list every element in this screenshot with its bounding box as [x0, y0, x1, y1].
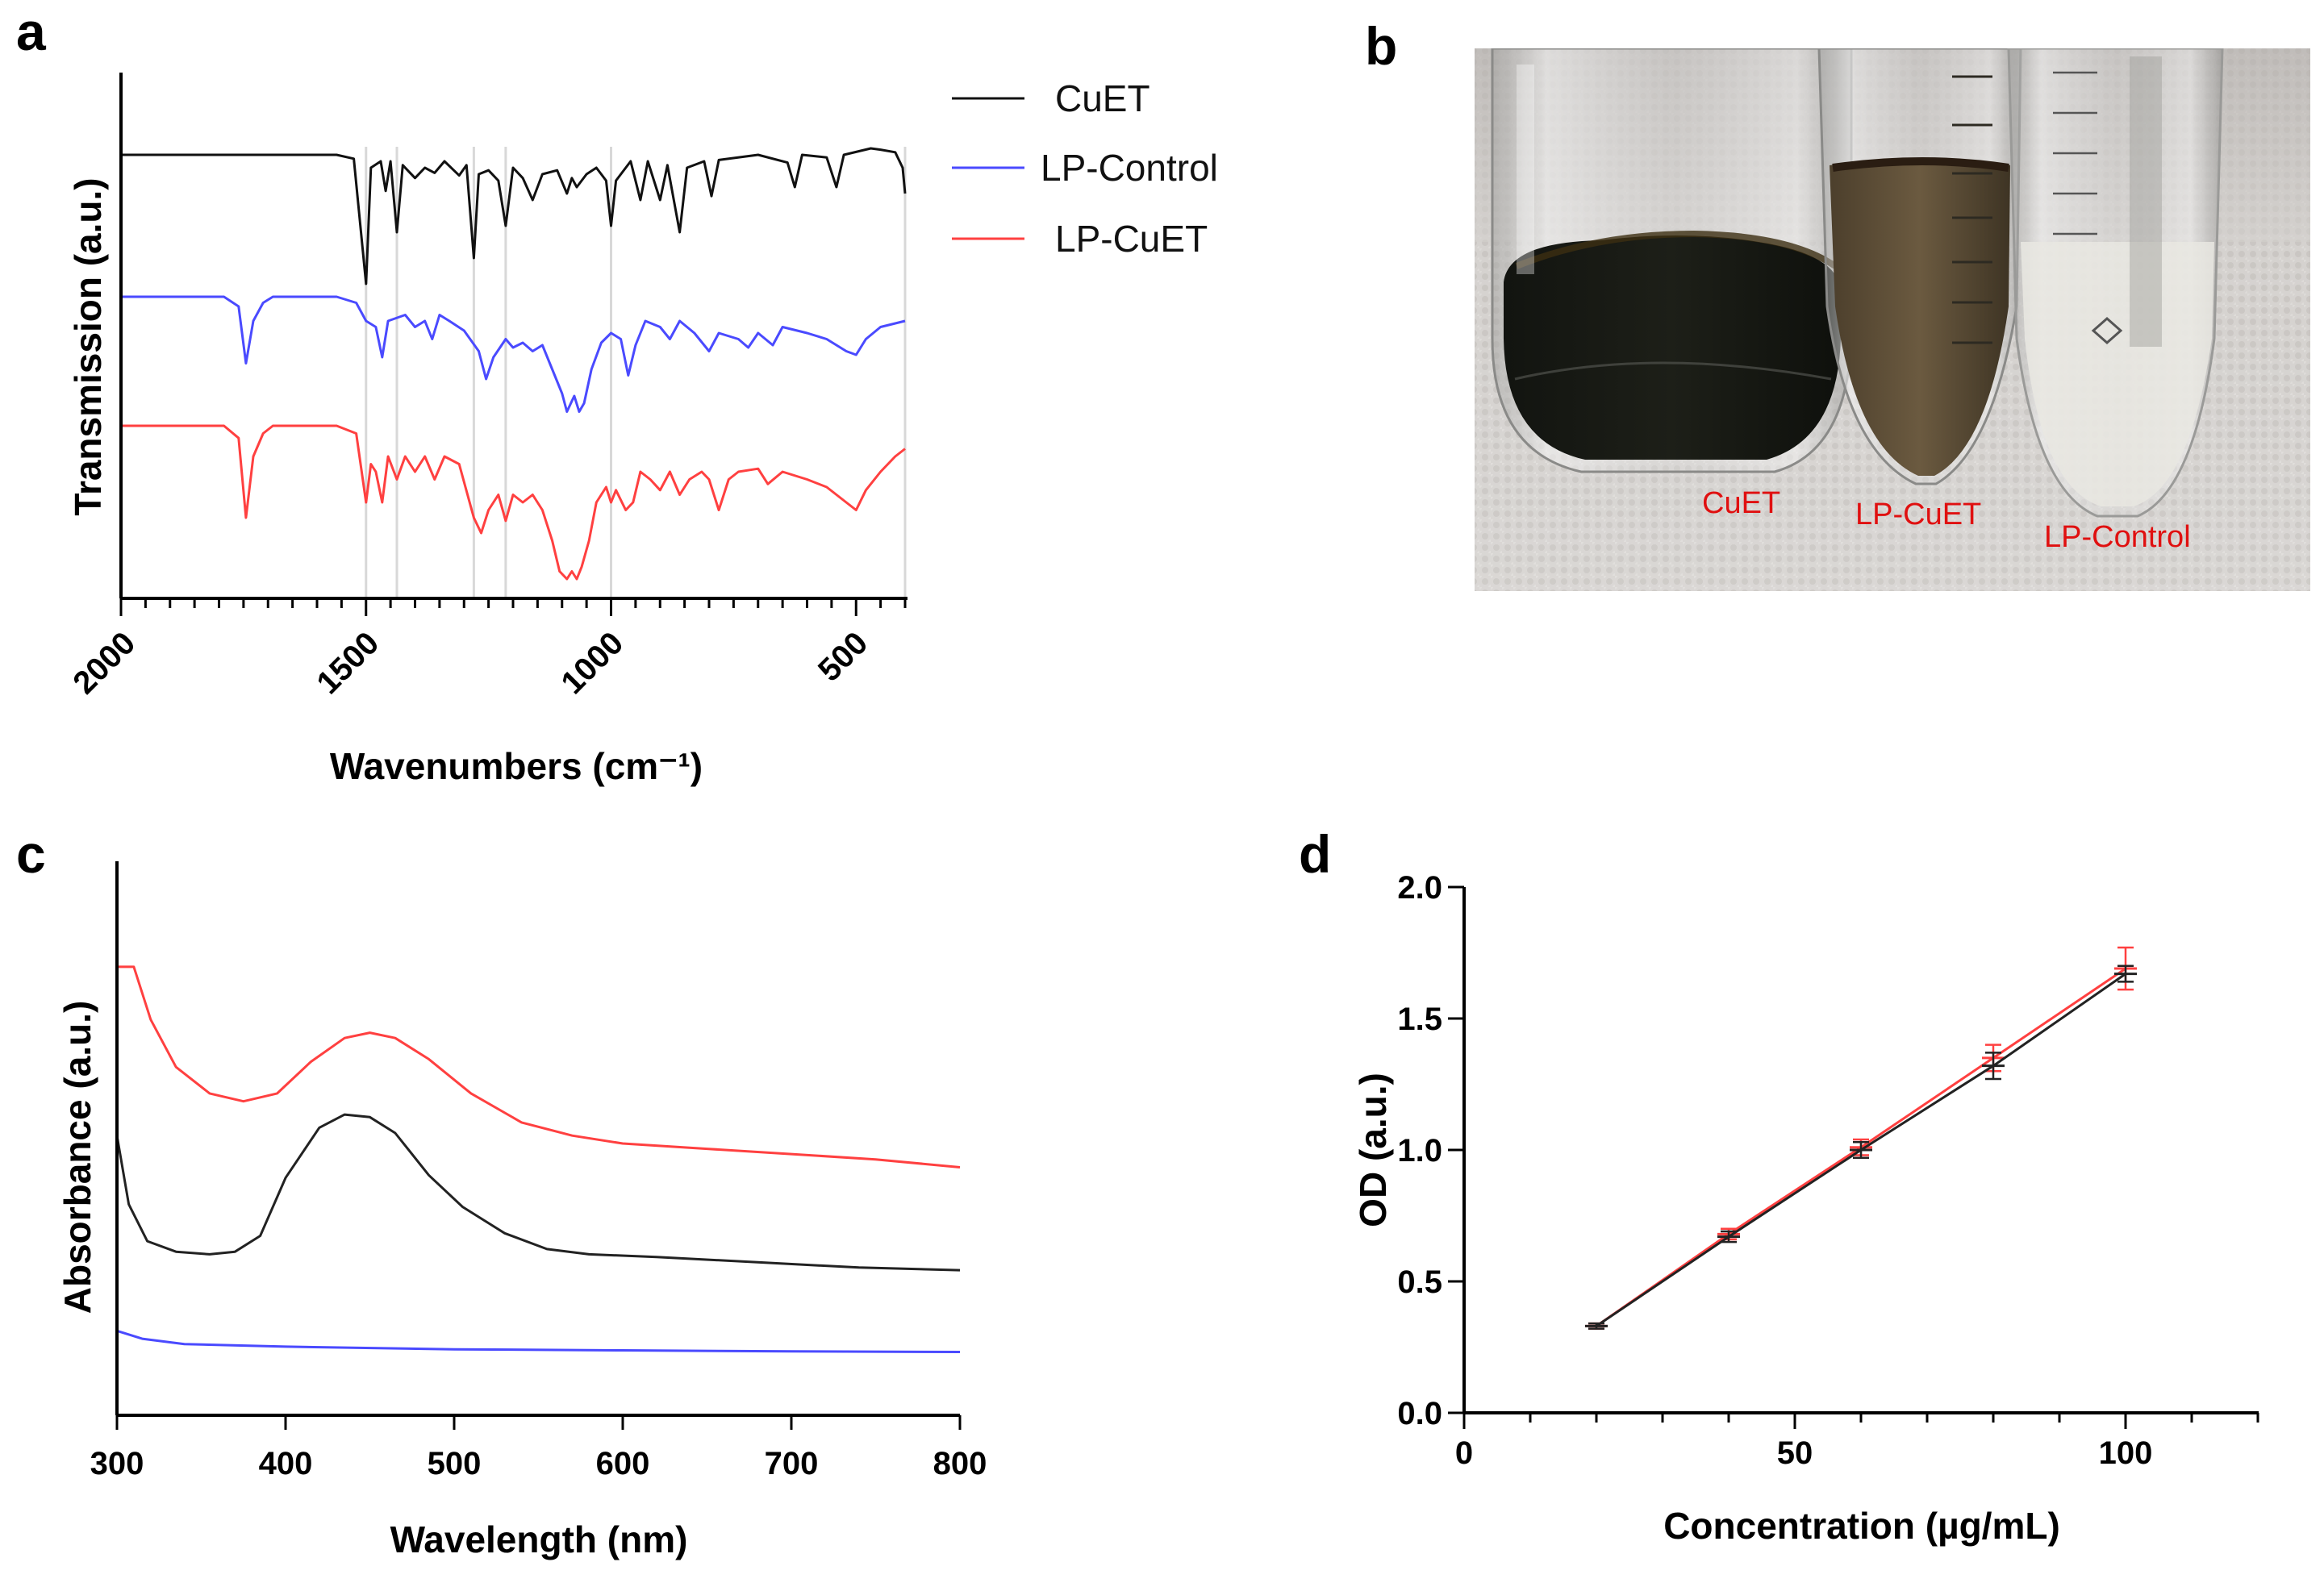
- legend-label-lp-cuet: LP-CuET: [1055, 218, 1208, 260]
- legend-label-lp-control: LP-Control: [1041, 147, 1218, 189]
- c-series-line-lp-control: [116, 1329, 961, 1353]
- c-tick-label-600: 600: [596, 1446, 650, 1481]
- a-series-line-lp-control: [121, 295, 906, 413]
- c-series-group: [115, 965, 961, 1353]
- a-tick-label-2000: 2000: [66, 625, 142, 701]
- a-tick-label-1500: 1500: [310, 625, 386, 701]
- a-tick-label-500: 500: [812, 625, 874, 688]
- d-y-tick-label-1.0: 1.0: [1397, 1133, 1442, 1169]
- panel-letter-b: b: [1365, 16, 1397, 76]
- legend-label-cuet: CuET: [1055, 77, 1150, 119]
- panel-d-calibration-chart: 0.0 0.5 1.0 1.5 2.0 0 50 100 Concentrati…: [1352, 870, 2259, 1547]
- c-tick-label-500: 500: [428, 1446, 482, 1481]
- a-tick-label-1000: 1000: [554, 625, 630, 701]
- panel-c-uvvis-chart: 300 400 500 600 700 800 Wavelength (nm) …: [56, 861, 987, 1560]
- photo-label-cuet: CuET: [1702, 486, 1780, 520]
- d-y-tick-label-2.0: 2.0: [1397, 870, 1442, 906]
- photo-label-lp-cuet: LP-CuET: [1855, 498, 1981, 531]
- c-tick-label-400: 400: [259, 1446, 313, 1481]
- c-tick-label-800: 800: [933, 1446, 987, 1481]
- a-series-line-cuet: [121, 147, 907, 285]
- d-ticks: [1448, 885, 2259, 1429]
- c-x-ticks: [115, 1415, 962, 1430]
- c-x-axis-title: Wavelength (nm): [390, 1518, 688, 1560]
- a-x-ticks: [119, 598, 907, 616]
- panel-b-photo: CuET LP-CuET LP-Control: [1475, 48, 2310, 591]
- photo-label-lp-control: LP-Control: [2044, 520, 2191, 554]
- a-series-line-lp-cuet: [121, 424, 906, 581]
- d-series-group: [1585, 946, 2137, 1330]
- vial-lp-control: [2007, 48, 2224, 518]
- d-x-tick-label-100: 100: [2099, 1435, 2153, 1471]
- vial-cuet: [1491, 48, 1853, 473]
- vial-lp-cuet: [1817, 48, 2022, 485]
- panel-letter-c: c: [16, 824, 46, 884]
- c-series-line-cuet: [115, 1113, 961, 1272]
- d-x-tick-label-0: 0: [1455, 1435, 1473, 1471]
- c-series-line-lp-cuet: [117, 965, 961, 1169]
- panel-letter-a: a: [16, 2, 47, 61]
- a-y-axis-title: Transmission (a.u.): [67, 177, 109, 515]
- c-tick-label-700: 700: [765, 1446, 819, 1481]
- a-reference-lines: [365, 147, 907, 598]
- d-y-tick-label-0.5: 0.5: [1397, 1264, 1442, 1300]
- panel-letter-d: d: [1299, 824, 1331, 884]
- panel-a-ftir-chart: 2000 1500 1000 500 Wavenumbers (cm⁻¹) Tr…: [66, 73, 1218, 787]
- a-x-axis-title: Wavenumbers (cm⁻¹): [330, 745, 703, 787]
- a-legend: CuET LP-Control LP-CuET: [952, 77, 1218, 260]
- a-series-group: [121, 147, 907, 581]
- d-y-tick-label-0.0: 0.0: [1397, 1396, 1442, 1431]
- c-tick-label-300: 300: [90, 1446, 144, 1481]
- d-y-axis-title: OD (a.u.): [1352, 1073, 1394, 1227]
- d-y-tick-label-1.5: 1.5: [1397, 1002, 1442, 1037]
- d-x-tick-label-50: 50: [1777, 1435, 1813, 1471]
- d-x-axis-title: Concentration (µg/mL): [1663, 1505, 2060, 1547]
- c-y-axis-title: Absorbance (a.u.): [56, 1001, 98, 1314]
